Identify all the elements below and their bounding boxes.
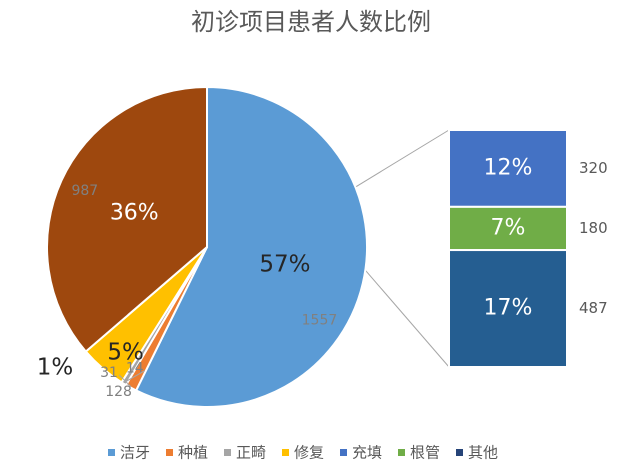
legend-item-3: 修复 (282, 444, 324, 462)
breakdown-bar: 12% 320 7% 180 17% 487 (448, 129, 608, 368)
breakdown-segment-0 (448, 129, 568, 208)
pie-slice-4 (46, 85, 208, 353)
breakdown-pct-label-0: 12% (484, 155, 533, 180)
legend-label-6: 其他 (468, 444, 498, 462)
legend-item-5: 根管 (398, 444, 440, 462)
pie-pct-label-3: 5% (107, 340, 144, 366)
pie-pct-label-4: 36% (110, 201, 159, 226)
chart-title: 初诊项目患者人数比例 (191, 8, 431, 36)
legend-label-4: 充填 (352, 444, 382, 462)
leader-line-1 (118, 374, 132, 388)
breakdown-pct-label-2: 17% (484, 296, 533, 321)
pie-pct-label-1: 1% (37, 354, 74, 380)
leader-line-2 (123, 370, 146, 384)
pie-value-label-3: 128 (105, 384, 132, 400)
legend-item-1: 种植 (166, 444, 208, 462)
pie-value-label-1: 31 (100, 365, 118, 381)
legend-swatch-2 (224, 449, 231, 456)
legend: 洁牙 种植 正畸 修复 充填 根管 其他 (108, 444, 498, 462)
legend-label-1: 种植 (178, 444, 208, 462)
breakdown-segment-2 (448, 249, 568, 368)
pie-labels: 57% 36% 1557 987 1% 31 145% 128 (37, 183, 338, 400)
breakdown-pct-label-1: 7% (491, 215, 526, 240)
pie-value-label-4: 987 (71, 183, 98, 199)
legend-item-0: 洁牙 (108, 444, 150, 462)
legend-item-6: 其他 (456, 444, 498, 462)
legend-swatch-6 (456, 449, 463, 456)
breakdown-value-label-1: 180 (579, 219, 608, 237)
legend-label-0: 洁牙 (120, 444, 150, 462)
legend-item-4: 充填 (340, 444, 382, 462)
legend-item-2: 正畸 (224, 444, 266, 462)
legend-swatch-1 (166, 449, 173, 456)
legend-label-3: 修复 (294, 444, 324, 462)
breakdown-value-label-0: 320 (579, 159, 608, 177)
pie-value-label-0: 1557 (302, 313, 338, 329)
pie-pct-label-0: 57% (259, 252, 310, 278)
breakdown-value-label-2: 487 (579, 299, 608, 317)
legend-swatch-3 (282, 449, 289, 456)
pie-value-label-2: 14 (126, 361, 144, 377)
legend-swatch-5 (398, 449, 405, 456)
legend-swatch-4 (340, 449, 347, 456)
pie-slice-0 (134, 85, 368, 408)
legend-swatch-0 (108, 449, 115, 456)
legend-label-2: 正畸 (236, 444, 266, 462)
legend-label-5: 根管 (410, 444, 440, 462)
pie (46, 85, 368, 408)
